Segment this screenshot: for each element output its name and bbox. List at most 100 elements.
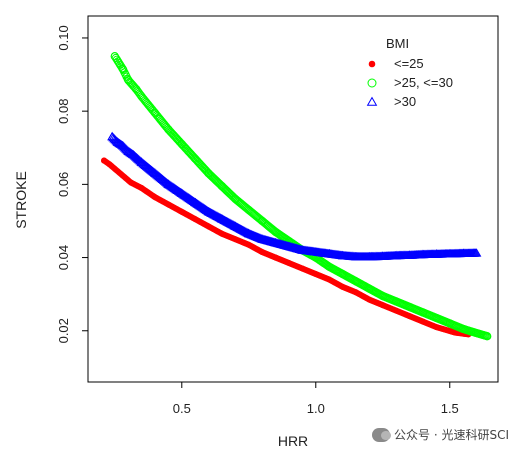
y-tick-label: 0.10: [56, 25, 71, 50]
data-point: [326, 276, 333, 283]
x-tick-label: 1.0: [307, 401, 325, 416]
data-point: [163, 179, 174, 188]
data-point: [231, 194, 240, 204]
data-point: [112, 137, 123, 146]
data-point: [203, 206, 214, 216]
data-point: [378, 291, 387, 301]
data-point: [433, 324, 440, 331]
data-point: [132, 85, 141, 94]
data-point: [310, 247, 321, 256]
data-point: [325, 262, 334, 271]
data-point: [272, 254, 279, 261]
data-point: [151, 194, 159, 201]
data-point: [245, 241, 252, 248]
data-point: [458, 248, 468, 258]
data-point: [445, 319, 454, 328]
data-point: [115, 139, 126, 148]
y-axis-label: STROKE: [13, 171, 29, 229]
data-point: [271, 227, 280, 237]
data-point: [107, 131, 117, 141]
series-3: [107, 131, 482, 261]
data-points: [101, 52, 492, 341]
data-point: [379, 302, 386, 309]
data-point: [192, 216, 199, 223]
x-axis: 0.5 1.0 1.5: [173, 382, 459, 416]
data-point: [127, 149, 138, 158]
data-point: [270, 237, 281, 247]
x-axis-label: HRR: [278, 433, 308, 449]
data-point: [127, 179, 134, 186]
y-tick-label: 0.08: [56, 99, 71, 124]
data-point: [165, 201, 172, 208]
data-point: [297, 245, 308, 254]
data-point: [452, 329, 459, 336]
data-point: [177, 140, 186, 149]
data-point: [118, 64, 127, 74]
watermark-text: 公众号 · 光速科研SCI: [394, 428, 509, 442]
data-point: [352, 289, 359, 296]
legend-label: >30: [394, 94, 416, 109]
data-point: [244, 205, 253, 215]
data-point: [137, 92, 146, 101]
data-point: [136, 157, 147, 166]
data-point: [337, 250, 348, 260]
data-point: [258, 216, 267, 226]
data-point: [431, 249, 442, 258]
data-point: [101, 157, 108, 164]
data-point: [190, 197, 201, 207]
data-point: [366, 296, 373, 303]
data-point: [178, 208, 185, 215]
data-point: [123, 146, 134, 155]
data-point: [150, 108, 160, 118]
x-tick-label: 0.5: [173, 401, 191, 416]
data-point: [406, 313, 413, 320]
data-point: [404, 250, 415, 259]
watermark: 公众号 · 光速科研SCI: [372, 426, 509, 443]
data-point: [257, 234, 268, 243]
y-tick-label: 0.04: [56, 245, 71, 270]
data-point: [128, 150, 139, 159]
data-point: [339, 283, 346, 290]
data-point: [365, 284, 374, 293]
y-tick-label: 0.02: [56, 318, 71, 343]
data-point: [351, 277, 361, 286]
data-point: [232, 236, 239, 243]
data-point: [126, 148, 137, 158]
data-point: [364, 251, 375, 261]
data-point: [204, 169, 213, 178]
data-point: [392, 297, 401, 306]
legend-marker: [366, 96, 378, 106]
y-tick-label: 0.06: [56, 172, 71, 197]
data-point: [106, 161, 113, 168]
data-point: [418, 249, 428, 259]
data-point: [150, 168, 160, 177]
legend-label: <=25: [394, 56, 424, 71]
x-tick-label: 1.5: [441, 401, 459, 416]
data-point: [285, 260, 293, 267]
legend: BMI <=25 >25, <=30 >30: [366, 36, 453, 109]
data-point: [116, 140, 127, 149]
data-point: [405, 302, 414, 312]
wechat-icon: [372, 427, 392, 442]
data-point: [118, 140, 128, 150]
series-2: [110, 52, 492, 341]
legend-marker: [368, 60, 376, 68]
legend-title: BMI: [386, 36, 409, 51]
data-point: [351, 251, 361, 261]
series-1: [101, 157, 472, 338]
data-point: [124, 75, 133, 85]
data-point: [191, 154, 200, 163]
plot-frame: [87, 15, 499, 383]
data-point: [338, 269, 347, 279]
data-point: [299, 265, 306, 272]
data-point: [444, 248, 455, 258]
data-point: [483, 332, 492, 341]
data-point: [218, 230, 226, 237]
data-point: [217, 182, 227, 191]
data-point: [259, 249, 266, 256]
data-point: [164, 125, 173, 134]
data-point: [393, 307, 400, 314]
data-point: [471, 248, 482, 257]
data-point: [377, 251, 388, 260]
